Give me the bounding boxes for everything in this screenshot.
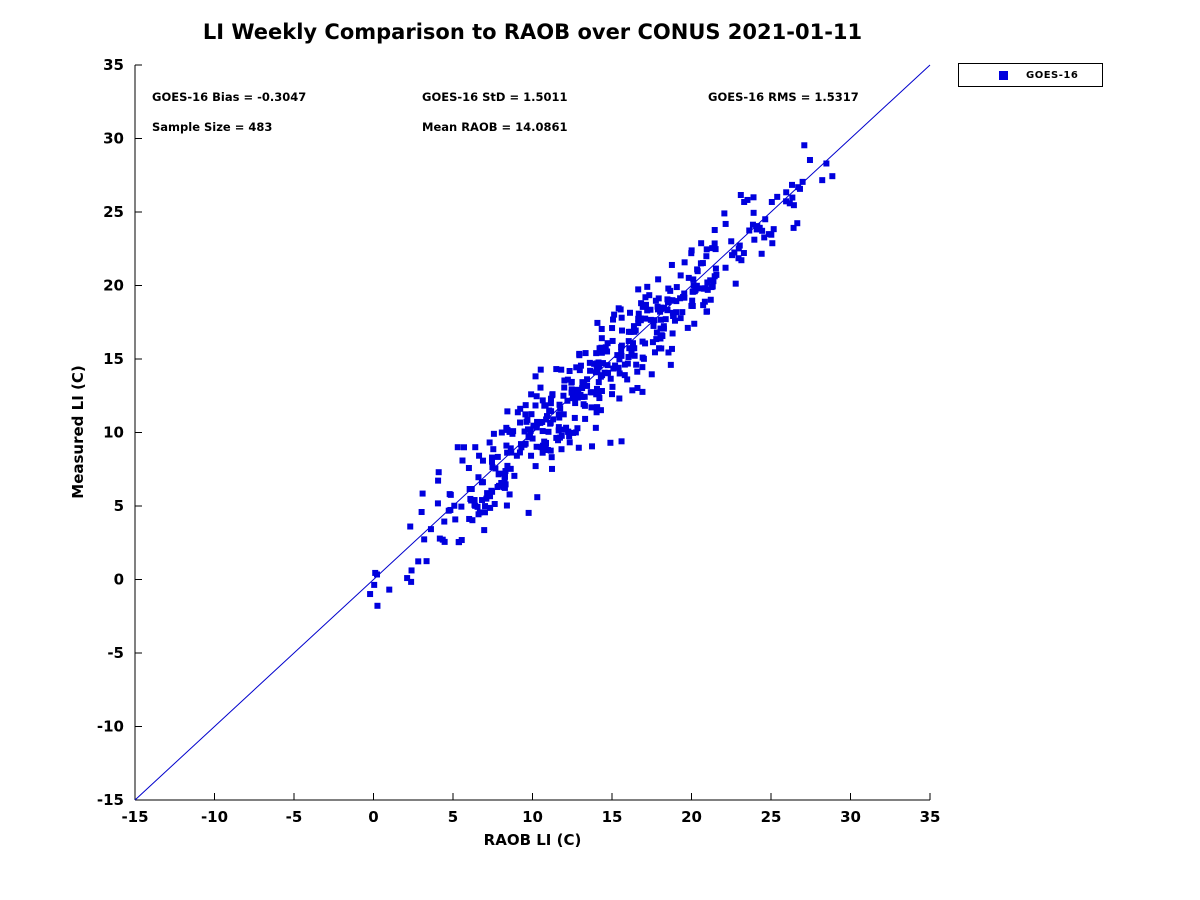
stat-std: GOES-16 StD = 1.5011 <box>422 90 568 104</box>
legend-label: GOES-16 <box>1026 69 1079 81</box>
y-tick-label: 15 <box>103 350 124 368</box>
stat-sample-size: Sample Size = 483 <box>152 120 273 134</box>
x-tick-label: -10 <box>201 808 228 826</box>
x-tick-label: 15 <box>602 808 623 826</box>
x-tick-label: 5 <box>448 808 458 826</box>
y-tick-label: 20 <box>103 277 124 295</box>
tick-labels: -15 -10 -5 0 5 10 15 20 25 30 35 -15 -10 -5 0 5 10 15 20 25… <box>97 56 941 826</box>
x-axis-label: RAOB LI (C) <box>483 831 582 849</box>
y-tick-label: -5 <box>107 644 124 662</box>
y-tick-label: 10 <box>103 424 124 442</box>
y-tick-label: 5 <box>114 497 124 515</box>
y-tick-label: -10 <box>97 718 124 736</box>
x-tick-label: 25 <box>761 808 782 826</box>
x-tick-label: 20 <box>681 808 702 826</box>
y-tick-label: 0 <box>114 571 124 589</box>
y-tick-label: 35 <box>103 56 124 74</box>
y-axis-label: Measured LI (C) <box>69 365 87 499</box>
y-tick-label: -15 <box>97 791 124 809</box>
stat-rms: GOES-16 RMS = 1.5317 <box>708 90 859 104</box>
x-tick-label: 35 <box>920 808 941 826</box>
chart-title: LI Weekly Comparison to RAOB over CONUS … <box>202 20 863 44</box>
legend-marker-square-icon <box>999 70 1008 80</box>
y-tick-label: 25 <box>103 203 124 221</box>
x-tick-label: 30 <box>840 808 861 826</box>
stat-bias: GOES-16 Bias = -0.3047 <box>152 90 307 104</box>
y-tick-label: 30 <box>103 130 124 148</box>
stat-mean-raob: Mean RAOB = 14.0861 <box>422 120 568 134</box>
x-tick-label: -5 <box>286 808 303 826</box>
tick-marks <box>134 64 931 801</box>
x-tick-label: 10 <box>522 808 543 826</box>
scatter-points-goes-16 <box>367 142 836 609</box>
x-tick-label: 0 <box>368 808 378 826</box>
x-tick-label: -15 <box>121 808 148 826</box>
legend: GOES-16 <box>958 63 1103 87</box>
